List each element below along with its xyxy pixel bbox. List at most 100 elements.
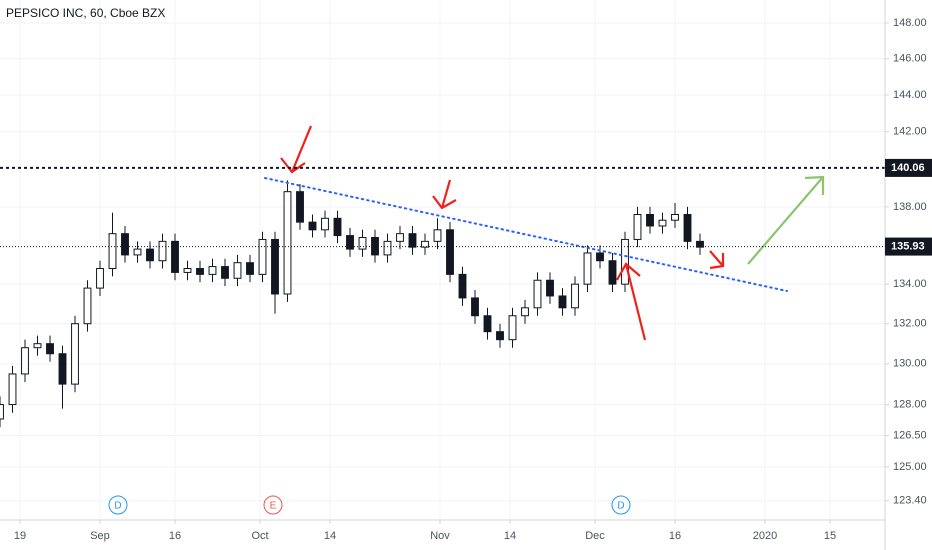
candle-body [583,252,592,285]
red-arrows [280,125,725,341]
candle-body [271,238,279,295]
event-label: D [114,501,121,512]
candle-body [433,229,442,242]
candle-body [333,217,342,237]
candle-body [171,240,179,273]
candle-body [308,221,317,231]
candle-body [21,347,29,375]
arrow [280,125,313,174]
x-tick-label: 19 [14,530,26,542]
candle-body [396,233,404,242]
candle-body [258,238,267,275]
x-tick-label: 14 [324,530,336,542]
candle-body [321,217,329,231]
y-tick-label: 123.40 [893,495,927,507]
arrow [432,179,457,210]
candle-body [8,373,17,406]
price-label-box [885,158,932,177]
candle-body [558,295,567,309]
y-tick-label: 146.00 [893,53,927,65]
candle-body [383,240,392,256]
candle-body [608,260,617,285]
candle-body [658,219,667,227]
candle-body [533,279,542,309]
candle-body [683,213,692,242]
price-label: 140.06 [891,162,925,174]
candle-body [96,268,104,289]
candle-body [571,283,579,309]
x-tick-label: 15 [824,530,836,542]
chart-title: PEPSICO INC, 60, Cboe BZX [6,6,165,20]
trend-line [264,177,788,292]
candle-body [358,237,367,250]
x-tick-label: Dec [585,530,605,542]
candle-body [521,307,529,317]
candle-body [696,240,704,248]
candle-body [158,240,167,262]
price-label-box [885,237,932,256]
candle-body [108,233,117,270]
arrow [616,262,647,341]
x-tick-label: 16 [169,530,181,542]
candle-body [458,273,467,299]
candle-body [471,297,479,317]
x-tick-label: 16 [669,530,681,542]
candle-body [671,213,679,221]
candle-body [546,279,554,297]
candle-body [483,315,492,333]
candle-body [633,213,642,240]
candle-body [296,191,304,223]
candle-body [33,343,42,349]
y-tick-label: 125.00 [893,461,927,473]
y-tick-label: 130.00 [893,358,927,370]
x-tick-label: Nov [430,530,450,542]
x-tick-label: 14 [504,530,516,542]
candle-body [246,262,254,275]
y-tick-label: 128.00 [893,398,927,410]
x-tick-label: 2020 [753,530,777,542]
x-tick-label: Oct [251,530,268,542]
y-tick-label: 132.00 [893,318,927,330]
y-tick-label: 138.00 [893,201,927,213]
green-arrow [747,175,825,265]
candle-body [0,404,4,420]
y-tick-label: 144.00 [893,89,927,101]
y-tick-label: 126.50 [893,429,927,441]
candle-body [646,213,654,227]
candle-body [196,268,204,275]
candle-body [46,343,54,355]
candle-body [83,287,92,325]
candle-body [408,233,417,248]
candle-body [621,238,629,285]
event-label: D [617,501,624,512]
event-marker [611,495,631,515]
event-label: E [270,501,277,512]
candle-body [58,353,67,385]
y-tick-label: 142.00 [893,126,927,138]
candle-body [421,240,429,248]
y-tick-label: 134.00 [893,278,927,290]
candle-body [121,233,129,256]
candle-body [508,315,517,341]
candle-body [133,248,142,256]
candle-body [221,266,229,279]
candle-body [208,266,217,275]
candles [0,180,704,428]
overlay [0,166,885,248]
candle-body [146,248,154,262]
candle-body [346,235,354,250]
candle-body [283,191,292,295]
arrow [709,250,725,270]
candle-body [233,262,242,279]
price-label: 135.93 [891,240,925,252]
candle-body [183,268,192,273]
y-tick-label: 148.00 [893,17,927,29]
candle-body [446,229,454,275]
candle-body [496,331,504,341]
event-marker [263,495,283,515]
event-marker [108,495,128,515]
candle-body [596,252,604,262]
candle-body [71,323,79,385]
